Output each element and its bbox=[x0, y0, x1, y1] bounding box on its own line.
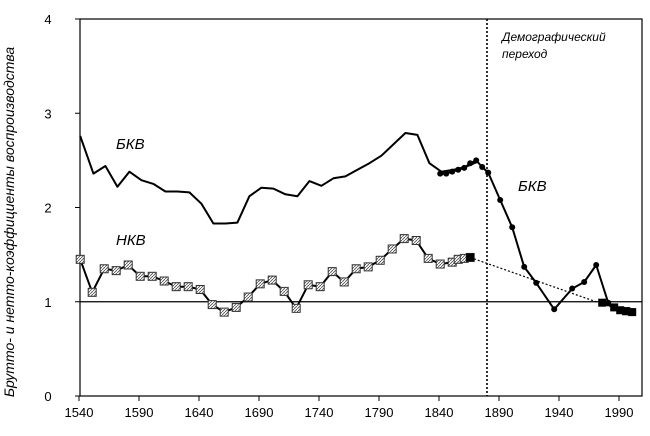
data-point-circle bbox=[485, 169, 492, 176]
data-point-square bbox=[255, 279, 265, 289]
data-point-circle bbox=[437, 170, 444, 177]
data-point-square bbox=[147, 271, 157, 281]
data-point-circle bbox=[533, 279, 540, 286]
x-tick-label: 1540 bbox=[65, 405, 94, 420]
series-label-bkv-upper: БКВ bbox=[116, 136, 145, 153]
data-point-circle bbox=[521, 263, 528, 270]
data-point-square bbox=[231, 302, 241, 312]
x-tick-label: 1690 bbox=[245, 405, 274, 420]
data-point-square-filled bbox=[466, 253, 475, 262]
data-point-square bbox=[375, 255, 385, 265]
x-tick-label: 1640 bbox=[185, 405, 214, 420]
y-tick-label: 3 bbox=[44, 106, 51, 121]
transition-label-line2: переход bbox=[502, 47, 548, 61]
x-tick-label: 1840 bbox=[425, 405, 454, 420]
data-point-square bbox=[135, 271, 145, 281]
data-point-square bbox=[123, 260, 133, 270]
data-point-square bbox=[195, 284, 205, 294]
data-point-square bbox=[99, 264, 109, 274]
data-point-square bbox=[291, 303, 301, 313]
data-point-square-filled bbox=[610, 303, 619, 312]
x-tick-label: 1740 bbox=[305, 405, 334, 420]
data-point-circle bbox=[497, 196, 504, 203]
data-point-square bbox=[87, 287, 97, 297]
y-tick-label: 4 bbox=[44, 12, 51, 27]
data-point-circle bbox=[473, 157, 480, 164]
data-point-square bbox=[327, 267, 337, 277]
x-tick-label: 1940 bbox=[545, 405, 574, 420]
plot-area: 0 1 2 3 4 1540 1590 1640 1690 1740 1790 1840 1890 194… bbox=[44, 12, 643, 420]
data-point-square bbox=[423, 253, 433, 263]
y-tick-label: 1 bbox=[44, 295, 51, 310]
series-line-4 bbox=[470, 256, 627, 312]
data-point-square bbox=[303, 280, 313, 290]
data-point-circle bbox=[551, 306, 558, 313]
y-tick-label: 2 bbox=[44, 201, 51, 216]
data-point-square bbox=[363, 262, 373, 272]
data-point-circle bbox=[467, 160, 474, 167]
data-point-square bbox=[183, 282, 193, 292]
data-point-square bbox=[219, 307, 229, 317]
data-point-square-filled bbox=[598, 298, 607, 307]
data-point-circle bbox=[461, 164, 468, 171]
data-point-square bbox=[387, 244, 397, 254]
data-point-circle bbox=[581, 278, 588, 285]
y-tick-label: 0 bbox=[44, 389, 51, 404]
x-tick-label: 1590 bbox=[125, 405, 154, 420]
series-label-nkv: НКВ bbox=[116, 232, 146, 249]
data-point-square bbox=[279, 286, 289, 296]
data-point-circle bbox=[449, 168, 456, 175]
data-point-square bbox=[399, 234, 409, 244]
data-point-square bbox=[243, 292, 253, 302]
data-point-square bbox=[267, 275, 277, 285]
y-axis-label: Брутто- и нетто-коэффициенты воспроизвод… bbox=[1, 47, 17, 398]
data-point-square bbox=[171, 282, 181, 292]
data-point-square-filled bbox=[622, 307, 631, 316]
data-point-square bbox=[207, 300, 217, 310]
data-point-square bbox=[75, 254, 85, 264]
data-point-square bbox=[159, 276, 169, 286]
data-point-circle bbox=[455, 166, 462, 173]
data-point-square bbox=[315, 282, 325, 292]
series-line-1 bbox=[79, 132, 477, 225]
data-point-circle bbox=[443, 170, 450, 177]
data-point-square bbox=[111, 266, 121, 276]
data-point-circle bbox=[593, 261, 600, 268]
transition-label-line1: Демографический bbox=[500, 30, 606, 44]
data-point-square bbox=[435, 259, 445, 269]
data-point-circle bbox=[569, 285, 576, 292]
x-tick-label: 1990 bbox=[605, 405, 634, 420]
x-tick-label: 1790 bbox=[365, 405, 394, 420]
data-point-square-filled bbox=[628, 308, 637, 317]
x-tick-label: 1890 bbox=[485, 405, 514, 420]
data-point-square bbox=[339, 277, 349, 287]
series-label-bkv-right: БКВ bbox=[518, 178, 547, 195]
data-point-square bbox=[411, 235, 421, 245]
data-point-circle bbox=[509, 224, 516, 231]
data-point-square bbox=[351, 264, 361, 274]
data-point-circle bbox=[479, 163, 486, 170]
